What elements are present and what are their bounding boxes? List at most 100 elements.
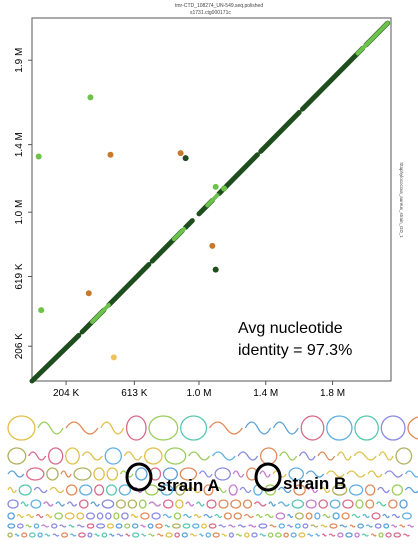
contig-loop-96 xyxy=(78,499,89,509)
contig-loop-14 xyxy=(407,416,418,440)
contig-squiggle-217 xyxy=(52,533,60,537)
contig-loop-178 xyxy=(124,523,131,529)
contig-squiggle-152 xyxy=(287,513,294,519)
contig-squiggle-35 xyxy=(7,470,25,478)
contig-loop-147 xyxy=(233,512,242,520)
contig-squiggle-203 xyxy=(349,524,356,528)
alignment-point-3 xyxy=(177,150,184,157)
contig-loop-136 xyxy=(121,512,129,520)
contig-loop-37 xyxy=(46,467,59,481)
contig-squiggle-209 xyxy=(399,524,406,528)
contig-squiggle-145 xyxy=(214,513,223,519)
contig-squiggle-30 xyxy=(317,451,336,461)
contig-loop-124 xyxy=(7,512,15,520)
contig-squiggle-111 xyxy=(253,501,267,507)
contig-loop-246 xyxy=(283,532,289,538)
contig-squiggle-238 xyxy=(221,533,228,537)
contig-squiggle-55 xyxy=(326,470,345,478)
contig-squiggle-172 xyxy=(68,524,75,528)
contig-squiggle-73 xyxy=(186,486,202,494)
contig-squiggle-210 xyxy=(407,524,414,528)
contig-squiggle-126 xyxy=(25,513,35,519)
contig-squiggle-208 xyxy=(390,524,398,528)
assembly-graph-overview xyxy=(7,415,418,538)
contig-loop-259 xyxy=(385,532,392,538)
contig-squiggle-202 xyxy=(339,524,348,528)
contig-loop-260 xyxy=(393,532,402,538)
y-tick-label-4: 1.9 M xyxy=(14,48,25,73)
contig-squiggle-97 xyxy=(90,501,100,507)
contig-squiggle-199 xyxy=(310,524,319,528)
contig-squiggle-251 xyxy=(321,533,327,537)
contig-loop-179 xyxy=(131,523,139,529)
contig-loop-109 xyxy=(230,499,242,509)
alignment-point-5 xyxy=(38,307,45,314)
contig-loop-157 xyxy=(332,512,340,520)
alignment-point-9 xyxy=(212,183,219,190)
contig-loop-168 xyxy=(33,523,40,529)
y-tick-label-3: 1.4 M xyxy=(14,132,25,157)
x-tick-label-4: 1.8 M xyxy=(320,388,345,399)
contig-loop-12 xyxy=(354,415,379,441)
contig-loop-4 xyxy=(125,415,147,441)
contig-loop-104 xyxy=(175,499,184,509)
contig-squiggle-156 xyxy=(322,513,331,519)
contig-squiggle-59 xyxy=(404,470,418,478)
contig-squiggle-83 xyxy=(319,486,331,494)
contig-squiggle-9 xyxy=(272,421,299,435)
plot-right-label: Staphylo­coccus_aureus_strain_GD_1 xyxy=(399,162,404,238)
contig-squiggle-51 xyxy=(259,470,271,478)
x-tick-label-0: 204 K xyxy=(53,388,79,399)
contig-squiggle-8 xyxy=(244,421,272,435)
contig-loop-158 xyxy=(341,512,350,520)
contig-squiggle-128 xyxy=(45,513,53,519)
contig-loop-236 xyxy=(205,532,211,538)
contig-loop-221 xyxy=(87,532,93,538)
contig-loop-114 xyxy=(291,499,305,509)
contig-loop-185 xyxy=(182,523,191,529)
contig-loop-181 xyxy=(147,523,154,529)
contig-squiggle-3 xyxy=(100,421,125,435)
alignment-segment-0-4 xyxy=(183,218,195,230)
contig-loop-161 xyxy=(371,512,381,520)
contig-squiggle-143 xyxy=(193,513,202,519)
contig-squiggle-140 xyxy=(162,513,172,519)
contig-squiggle-21 xyxy=(123,451,143,461)
contig-loop-139 xyxy=(151,512,161,520)
contig-loop-46 xyxy=(179,467,198,481)
contig-loop-130 xyxy=(64,512,75,520)
contig-loop-174 xyxy=(86,523,95,529)
contig-squiggle-95 xyxy=(66,501,78,507)
contig-loop-232 xyxy=(174,532,180,538)
contig-squiggle-62 xyxy=(33,486,48,494)
contig-squiggle-235 xyxy=(199,533,204,537)
contig-squiggle-47 xyxy=(198,470,213,478)
contig-squiggle-191 xyxy=(237,524,247,528)
contig-squiggle-190 xyxy=(228,524,236,528)
contig-squiggle-173 xyxy=(76,524,85,528)
contig-squiggle-216 xyxy=(44,533,51,537)
strain-b-label: strain B xyxy=(283,474,347,493)
contig-squiggle-31 xyxy=(336,451,352,461)
alignment-segment-0-8 xyxy=(300,45,366,112)
contig-loop-187 xyxy=(201,523,207,529)
contig-squiggle-228 xyxy=(141,533,147,537)
contig-loop-132 xyxy=(85,512,96,520)
contig-loop-120 xyxy=(365,499,375,509)
contig-squiggle-106 xyxy=(195,501,205,507)
contig-loop-242 xyxy=(251,532,258,538)
contig-loop-184 xyxy=(171,523,181,529)
contig-squiggle-77 xyxy=(239,486,252,494)
contig-loop-65 xyxy=(79,484,93,496)
contig-loop-100 xyxy=(127,499,138,509)
y-tick-label-1: 619 K xyxy=(14,263,25,289)
contig-loop-88 xyxy=(391,484,403,496)
contig-squiggle-87 xyxy=(377,486,390,494)
contig-squiggle-49 xyxy=(232,470,245,478)
contig-loop-177 xyxy=(115,523,123,529)
contig-loop-233 xyxy=(181,532,188,538)
alignment-segment-1-3 xyxy=(355,21,390,56)
contig-loop-123 xyxy=(399,499,408,509)
contig-loop-153 xyxy=(294,512,304,520)
contig-squiggle-261 xyxy=(402,533,410,537)
